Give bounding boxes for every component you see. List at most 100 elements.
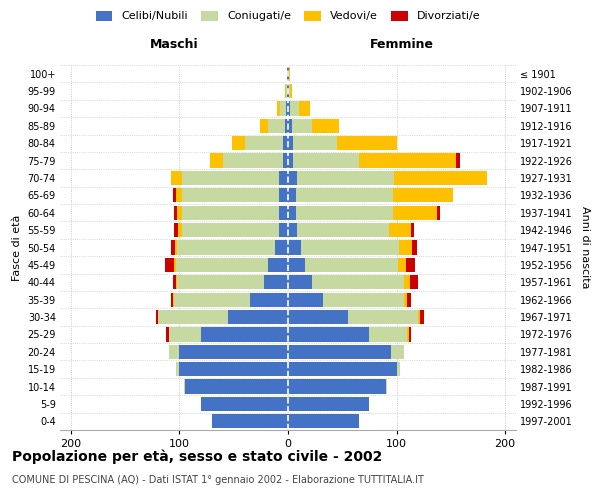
Bar [288, 380, 386, 394]
Bar [179, 362, 288, 376]
Bar [177, 206, 182, 220]
Bar [404, 292, 407, 307]
Bar [289, 66, 290, 81]
Bar [293, 136, 337, 150]
Bar [397, 362, 400, 376]
Bar [285, 84, 286, 98]
Bar [169, 344, 179, 359]
Bar [171, 292, 173, 307]
Bar [288, 118, 292, 133]
Bar [288, 362, 397, 376]
Bar [299, 102, 310, 116]
Bar [184, 380, 185, 394]
Bar [398, 258, 406, 272]
Bar [404, 275, 410, 289]
Bar [406, 258, 415, 272]
Bar [174, 258, 176, 272]
Bar [280, 206, 288, 220]
Bar [260, 118, 268, 133]
Bar [285, 118, 288, 133]
Bar [421, 310, 424, 324]
Bar [166, 328, 169, 342]
Bar [323, 292, 404, 307]
Bar [232, 136, 245, 150]
Bar [174, 292, 250, 307]
Bar [158, 310, 228, 324]
Bar [283, 154, 288, 168]
Bar [228, 310, 288, 324]
Bar [288, 206, 296, 220]
Bar [177, 240, 275, 254]
Bar [155, 310, 158, 324]
Bar [288, 292, 323, 307]
Bar [182, 188, 280, 202]
Bar [287, 84, 288, 98]
Bar [201, 328, 288, 342]
Bar [290, 102, 299, 116]
Bar [169, 328, 201, 342]
Bar [290, 84, 292, 98]
Bar [250, 292, 288, 307]
Bar [288, 154, 293, 168]
Bar [173, 292, 174, 307]
Bar [410, 223, 414, 237]
Bar [288, 258, 305, 272]
Bar [283, 136, 288, 150]
Bar [212, 414, 288, 428]
Bar [288, 66, 289, 81]
Bar [412, 240, 417, 254]
Bar [176, 362, 179, 376]
Bar [176, 188, 182, 202]
Bar [286, 84, 287, 98]
Bar [171, 171, 182, 185]
Bar [245, 136, 283, 150]
Bar [394, 188, 453, 202]
Bar [409, 328, 410, 342]
Bar [280, 102, 286, 116]
Bar [268, 118, 285, 133]
Bar [287, 66, 288, 81]
Bar [399, 240, 412, 254]
Bar [286, 102, 288, 116]
Bar [456, 154, 460, 168]
Bar [176, 258, 268, 272]
Bar [370, 328, 407, 342]
Bar [174, 223, 178, 237]
Bar [391, 344, 404, 359]
Bar [223, 154, 283, 168]
Bar [177, 275, 264, 289]
Bar [174, 206, 177, 220]
Bar [296, 188, 394, 202]
Bar [288, 171, 296, 185]
Bar [264, 275, 288, 289]
Bar [288, 397, 370, 411]
Y-axis label: Anni di nascita: Anni di nascita [580, 206, 590, 289]
Bar [178, 223, 182, 237]
Bar [288, 136, 293, 150]
Legend: Celibi/Nubili, Coniugati/e, Vedovi/e, Divorziati/e: Celibi/Nubili, Coniugati/e, Vedovi/e, Di… [96, 10, 480, 22]
Bar [410, 275, 418, 289]
Bar [268, 258, 288, 272]
Bar [312, 118, 339, 133]
Bar [305, 258, 398, 272]
Bar [394, 171, 487, 185]
Bar [296, 171, 394, 185]
Y-axis label: Fasce di età: Fasce di età [12, 214, 22, 280]
Bar [185, 380, 288, 394]
Bar [301, 240, 399, 254]
Text: Maschi: Maschi [149, 38, 199, 51]
Bar [182, 223, 280, 237]
Bar [437, 206, 440, 220]
Bar [288, 275, 312, 289]
Bar [280, 171, 288, 185]
Text: Popolazione per età, sesso e stato civile - 2002: Popolazione per età, sesso e stato civil… [12, 450, 382, 464]
Bar [288, 310, 348, 324]
Bar [173, 275, 176, 289]
Bar [288, 102, 290, 116]
Bar [280, 188, 288, 202]
Bar [288, 414, 359, 428]
Bar [201, 397, 288, 411]
Bar [292, 118, 312, 133]
Bar [175, 240, 177, 254]
Bar [386, 380, 387, 394]
